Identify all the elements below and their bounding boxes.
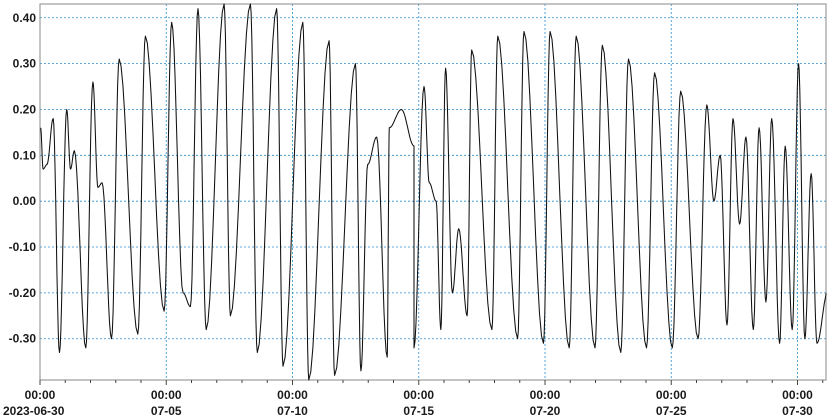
x-minor-ticks bbox=[39, 380, 824, 385]
x-tick-time-label: 00:00 bbox=[403, 388, 434, 402]
x-tick-time-label: 00:00 bbox=[277, 388, 308, 402]
x-axis-tick-labels: 00:00 2023-06-30 00:00 07-05 00:00 07-10 00:00… bbox=[3, 388, 813, 418]
x-tick-time-label: 00:00 bbox=[530, 388, 561, 402]
y-tick-label: 0.40 bbox=[13, 11, 37, 25]
x-tick-date-label: 07-30 bbox=[782, 404, 813, 418]
x-tick-time-label: 00:00 bbox=[25, 388, 56, 402]
x-tick-time-label: 00:00 bbox=[782, 388, 813, 402]
y-tick-label: 0.10 bbox=[13, 148, 37, 162]
x-tick-date-label: 07-15 bbox=[403, 404, 434, 418]
x-tick-date-label: 07-20 bbox=[530, 404, 561, 418]
y-tick-label: 0.30 bbox=[13, 57, 37, 71]
x-tick-time-label: 00:00 bbox=[151, 388, 182, 402]
plot-frame bbox=[39, 3, 827, 381]
x-tick-date-label: 07-10 bbox=[277, 404, 308, 418]
y-tick-label: -0.10 bbox=[9, 240, 37, 254]
series-line bbox=[40, 3, 827, 381]
x-tick-date-label: 2023-06-30 bbox=[3, 404, 65, 418]
y-axis-tick-labels: 0.40 0.30 0.20 0.10 0.00 -0.10 -0.20 -0.30 bbox=[9, 11, 37, 346]
y-tick-label: -0.20 bbox=[9, 286, 37, 300]
y-tick-label: 0.20 bbox=[13, 102, 37, 116]
x-tick-date-label: 07-05 bbox=[151, 404, 182, 418]
x-tick-time-label: 00:00 bbox=[656, 388, 687, 402]
x-tick-date-label: 07-25 bbox=[656, 404, 687, 418]
y-tick-label: -0.30 bbox=[9, 332, 37, 346]
y-tick-label: 0.00 bbox=[13, 194, 37, 208]
